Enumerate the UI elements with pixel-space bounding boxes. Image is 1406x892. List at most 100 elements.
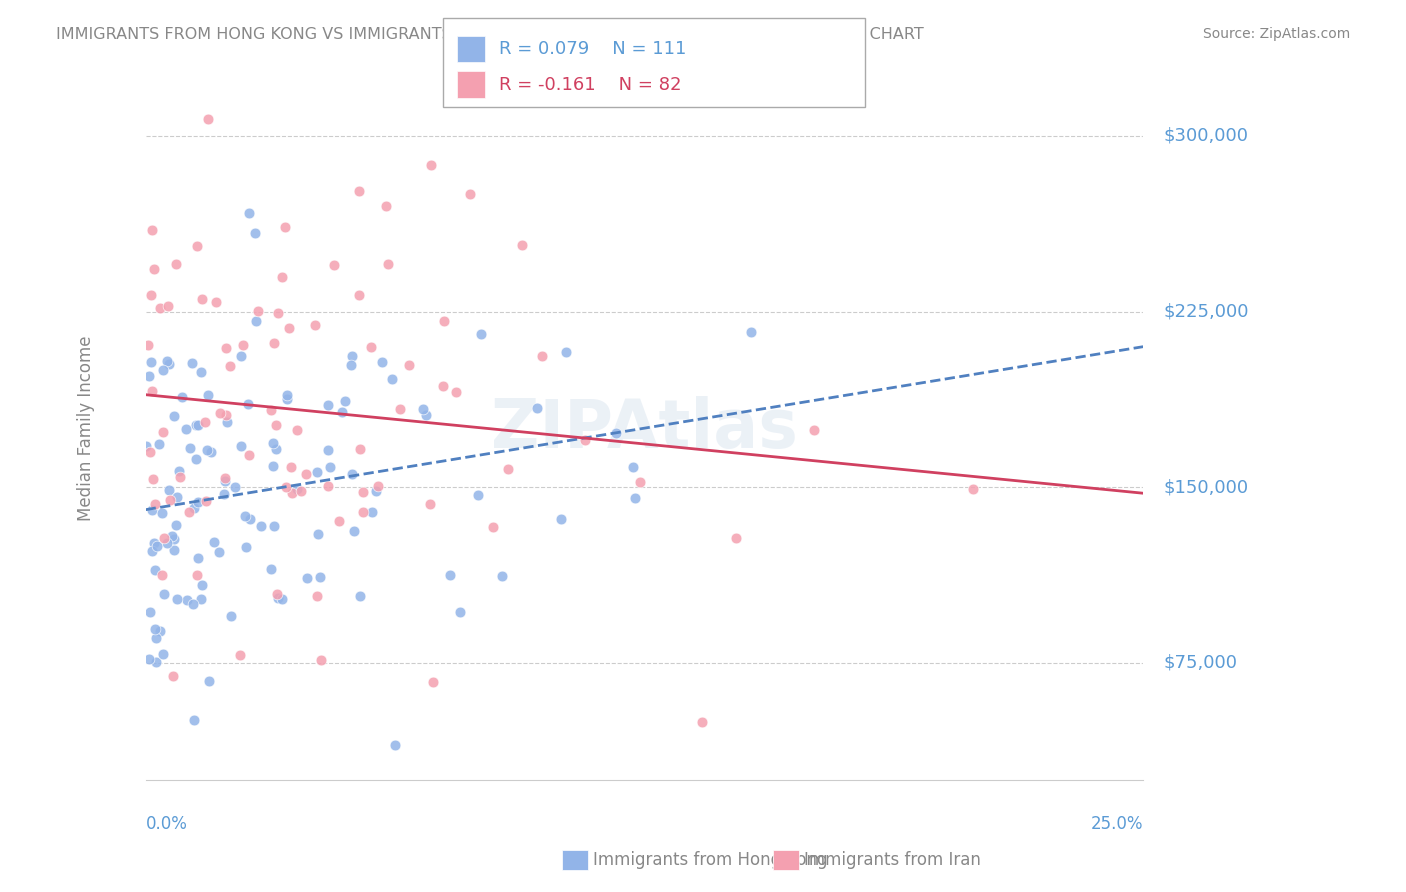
Point [152,425,174,440]
Point [605,426,627,441]
Point [381,372,404,386]
Point [482,520,505,534]
Point [305,589,328,603]
Point [276,388,298,402]
Point [186,238,208,252]
Point [162,669,184,683]
Point [305,465,328,479]
Point [352,505,374,519]
Point [309,653,332,667]
Point [165,257,187,271]
Point [307,527,329,541]
Point [165,518,187,533]
Point [621,459,644,474]
Point [262,436,284,450]
Point [163,409,186,424]
Point [340,467,363,482]
Point [183,501,205,516]
Point [136,338,159,352]
Point [214,471,236,485]
Point [370,354,392,368]
Point [249,519,271,533]
Point [229,439,252,453]
Text: R = -0.161    N = 82: R = -0.161 N = 82 [478,76,661,94]
Point [342,349,364,363]
Point [349,184,371,198]
Point [190,592,212,607]
Point [245,314,267,328]
Point [260,562,283,576]
Point [263,519,285,533]
Point [186,451,208,466]
Point [224,481,246,495]
Point [208,545,231,559]
Point [285,482,308,496]
Point [143,535,166,549]
Text: $150,000: $150,000 [1163,478,1249,496]
Point [271,592,294,607]
Point [467,487,489,501]
Point [555,344,578,359]
Point [197,387,219,401]
Point [349,288,371,302]
Point [318,460,340,475]
Point [243,227,266,241]
Point [304,318,326,333]
Point [166,592,188,607]
Point [229,350,252,364]
Point [143,622,166,636]
Point [214,474,236,488]
Point [233,509,256,524]
Point [149,301,172,315]
Text: Source: ZipAtlas.com: Source: ZipAtlas.com [1202,27,1350,41]
Point [156,299,179,313]
Point [152,647,174,661]
Point [145,655,167,669]
Point [142,472,165,486]
Text: 0.0%: 0.0% [146,815,187,833]
Point [215,415,238,429]
Point [170,390,193,404]
Point [266,587,288,601]
Point [186,567,208,582]
Point [219,359,242,374]
Point [238,448,260,462]
Point [146,539,169,553]
Point [349,590,371,604]
Point [150,506,173,520]
Point [187,494,209,508]
Point [139,605,162,619]
Point [163,543,186,558]
Point [163,532,186,546]
Point [264,417,287,432]
Point [208,406,231,420]
Point [550,511,572,525]
Point [432,379,454,393]
Point [290,483,312,498]
Point [740,325,762,339]
Point [415,408,437,422]
Point [153,532,176,546]
Point [141,502,163,516]
Point [496,461,519,475]
Point [335,393,357,408]
Point [141,223,163,237]
Point [139,355,162,369]
Point [343,524,366,538]
Point [200,445,222,459]
Point [143,262,166,277]
Point [470,327,492,342]
Point [526,401,548,415]
Point [330,404,353,418]
Point [195,442,218,457]
Point [141,287,163,301]
Point [724,531,747,545]
Point [439,568,461,582]
Point [340,358,363,372]
Point [491,568,513,582]
Text: $225,000: $225,000 [1163,302,1249,320]
Point [138,651,160,665]
Point [316,442,339,457]
Text: Immigrants from Hong Kong: Immigrants from Hong Kong [593,851,828,869]
Point [232,338,254,352]
